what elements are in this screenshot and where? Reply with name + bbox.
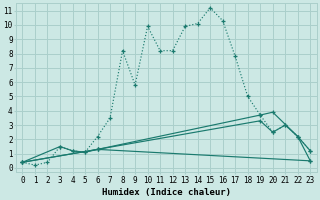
- X-axis label: Humidex (Indice chaleur): Humidex (Indice chaleur): [102, 188, 231, 197]
